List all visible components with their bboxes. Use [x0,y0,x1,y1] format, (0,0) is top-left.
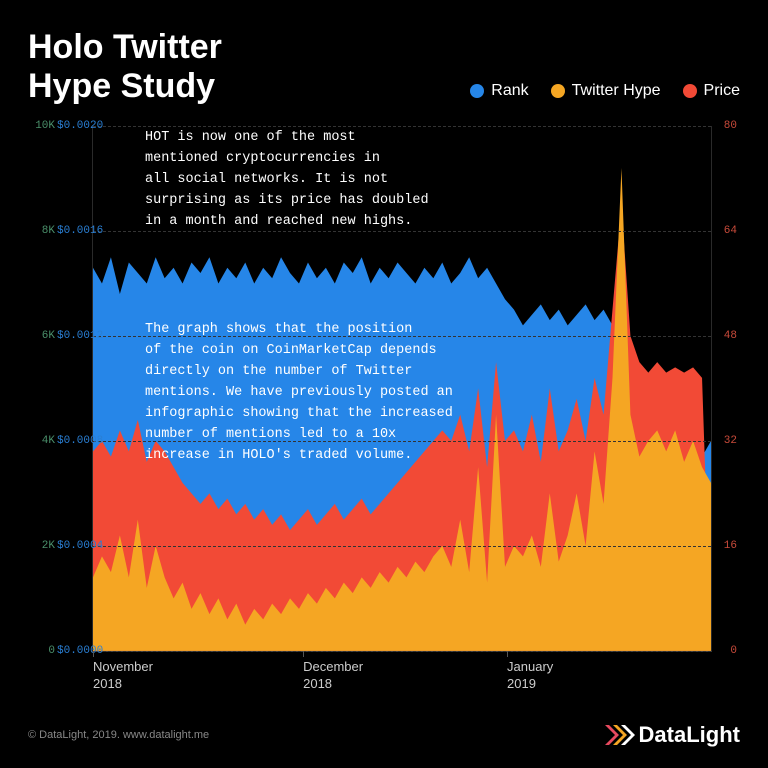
y-left-price-tick: $0.0020 [57,120,103,132]
legend-price: Price [683,82,740,100]
logo-text: DataLight [639,722,740,748]
legend-rank: Rank [470,82,528,100]
legend-price-label: Price [704,82,740,100]
copyright: © DataLight, 2019. www.datalight.me [28,729,209,741]
y-left-rank-tick: 0 [27,645,55,657]
y-right-tick: 32 [724,435,737,447]
y-left-price-tick: $0.0004 [57,540,103,552]
y-left-rank-tick: 10K [27,120,55,132]
footer: © DataLight, 2019. www.datalight.me Data… [28,722,740,748]
logo: DataLight [605,722,740,748]
y-left-price-tick: $0.0000 [57,645,103,657]
y-left-price-tick: $0.0012 [57,330,103,342]
chart-area: HOT is now one of the most mentioned cry… [28,126,740,714]
page-title: Holo Twitter Hype Study [28,28,222,106]
overlay-text-2: The graph shows that the position of the… [145,320,453,466]
x-axis-label: November2018 [93,659,153,693]
y-left-price-tick: $0.0008 [57,435,103,447]
y-left-rank-tick: 4K [27,435,55,447]
y-left-price-tick: $0.0016 [57,225,103,237]
y-right-tick: 16 [724,540,737,552]
chart-plot: HOT is now one of the most mentioned cry… [92,126,712,652]
y-left-rank-tick: 8K [27,225,55,237]
title-line-1: Holo Twitter [28,28,222,67]
legend-dot-hype [551,84,565,98]
legend-dot-price [683,84,697,98]
y-left-rank-tick: 2K [27,540,55,552]
y-right-tick: 64 [724,225,737,237]
x-axis-label: December2018 [303,659,363,693]
y-right-tick: 80 [724,120,737,132]
overlay-text-1: HOT is now one of the most mentioned cry… [145,128,429,233]
y-right-tick: 48 [724,330,737,342]
legend: Rank Twitter Hype Price [470,82,740,106]
legend-hype: Twitter Hype [551,82,661,100]
legend-rank-label: Rank [491,82,528,100]
y-left-rank-tick: 6K [27,330,55,342]
title-line-2: Hype Study [28,67,222,106]
legend-hype-label: Twitter Hype [572,82,661,100]
header: Holo Twitter Hype Study Rank Twitter Hyp… [28,28,740,106]
y-right-tick: 0 [730,645,737,657]
x-axis-label: January2019 [507,659,553,693]
legend-dot-rank [470,84,484,98]
logo-icon [605,723,635,747]
